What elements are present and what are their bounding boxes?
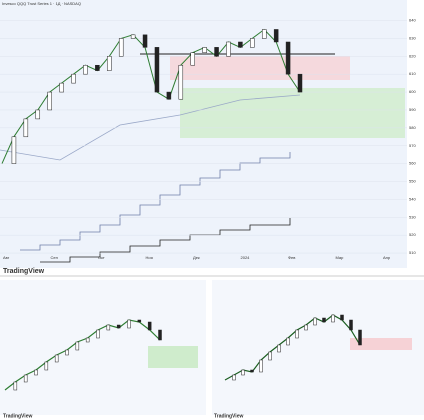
candle bbox=[202, 47, 207, 53]
candle bbox=[178, 64, 184, 100]
candle bbox=[214, 47, 219, 57]
right-zone bbox=[350, 338, 412, 350]
candle bbox=[106, 324, 111, 331]
candle bbox=[277, 344, 281, 353]
candle bbox=[95, 64, 100, 71]
x-tick-label: Сен bbox=[51, 255, 58, 260]
y-tick-label: 540 bbox=[409, 196, 416, 201]
y-tick-label: 640 bbox=[409, 18, 416, 23]
candle bbox=[226, 41, 231, 57]
candle bbox=[116, 324, 121, 329]
candle bbox=[358, 329, 362, 346]
candle bbox=[304, 324, 308, 331]
candle bbox=[75, 341, 80, 351]
candle bbox=[273, 29, 279, 43]
candle bbox=[313, 317, 317, 326]
candle bbox=[154, 47, 160, 93]
candle bbox=[13, 381, 18, 391]
candle bbox=[130, 34, 136, 39]
y-tick-label: 510 bbox=[409, 250, 416, 255]
candle bbox=[54, 354, 59, 363]
candle bbox=[137, 319, 142, 323]
candle bbox=[65, 349, 69, 356]
candle bbox=[44, 361, 49, 371]
y-tick-label: 600 bbox=[409, 89, 416, 94]
candle bbox=[118, 38, 124, 57]
candle bbox=[238, 41, 243, 48]
candle bbox=[250, 38, 255, 48]
x-tick-label: Авг bbox=[3, 255, 10, 260]
candle bbox=[142, 34, 148, 48]
x-tick-label: Мар bbox=[336, 255, 345, 260]
candle bbox=[322, 317, 326, 323]
candle bbox=[285, 41, 291, 75]
candle bbox=[35, 109, 41, 120]
candle bbox=[107, 56, 112, 71]
x-tick-label: Апр bbox=[383, 255, 391, 260]
logo: TradingView bbox=[3, 268, 45, 275]
candle bbox=[295, 329, 299, 339]
candle bbox=[127, 319, 131, 329]
y-tick-label: 570 bbox=[409, 143, 416, 148]
candle bbox=[261, 29, 267, 39]
x-tick-label: Фев bbox=[288, 255, 295, 260]
candle bbox=[11, 136, 17, 164]
candle bbox=[297, 73, 303, 93]
candle bbox=[23, 374, 28, 383]
y-tick-label: 580 bbox=[409, 125, 416, 130]
y-tick-label: 630 bbox=[409, 35, 416, 40]
candle bbox=[71, 73, 76, 84]
candle bbox=[147, 321, 152, 331]
logo: TradingView bbox=[214, 413, 243, 419]
step-line bbox=[20, 152, 291, 251]
candle bbox=[47, 91, 52, 111]
y-tick-label: 590 bbox=[409, 107, 416, 112]
candle bbox=[232, 374, 236, 381]
candle bbox=[331, 314, 335, 323]
y-tick-label: 560 bbox=[409, 161, 416, 166]
candle bbox=[158, 329, 162, 341]
x-tick-label: Окт bbox=[98, 255, 105, 260]
price-axis bbox=[407, 0, 424, 268]
price-line bbox=[4, 319, 161, 391]
x-tick-label: 2024 bbox=[241, 255, 251, 260]
candle bbox=[96, 329, 100, 339]
candle bbox=[166, 91, 172, 100]
x-tick-label: Дек bbox=[193, 255, 200, 260]
candle bbox=[349, 319, 353, 331]
candle bbox=[259, 359, 263, 373]
candle bbox=[268, 351, 272, 361]
price-line bbox=[224, 314, 361, 381]
candle bbox=[340, 314, 344, 321]
candle bbox=[250, 369, 254, 373]
dynamic-layer: 640 630 620 610 600 590 580 570 560 550 540 530 520 5… bbox=[0, 18, 416, 391]
trend-line bbox=[0, 94, 301, 161]
support-zone bbox=[180, 88, 405, 138]
y-tick-label: 610 bbox=[409, 71, 416, 76]
candle bbox=[190, 52, 195, 66]
y-tick-label: 550 bbox=[409, 179, 416, 184]
x-tick-label: Ноя bbox=[146, 255, 153, 260]
candle bbox=[286, 337, 290, 346]
left-zone bbox=[148, 346, 198, 368]
y-tick-label: 620 bbox=[409, 53, 416, 58]
candle bbox=[23, 118, 29, 138]
candle bbox=[83, 64, 88, 75]
candle bbox=[34, 369, 38, 376]
y-tick-label: 520 bbox=[409, 232, 416, 237]
step-line bbox=[40, 218, 291, 263]
resistance-zone bbox=[170, 56, 350, 80]
logo: TradingView bbox=[3, 413, 32, 419]
candle bbox=[241, 369, 245, 376]
chart-header: Invesco QQQ Trust Series 1 · 1Д · NASDAQ bbox=[2, 1, 81, 6]
y-tick-label: 530 bbox=[409, 214, 416, 219]
candle bbox=[59, 82, 64, 93]
candle bbox=[85, 337, 90, 343]
